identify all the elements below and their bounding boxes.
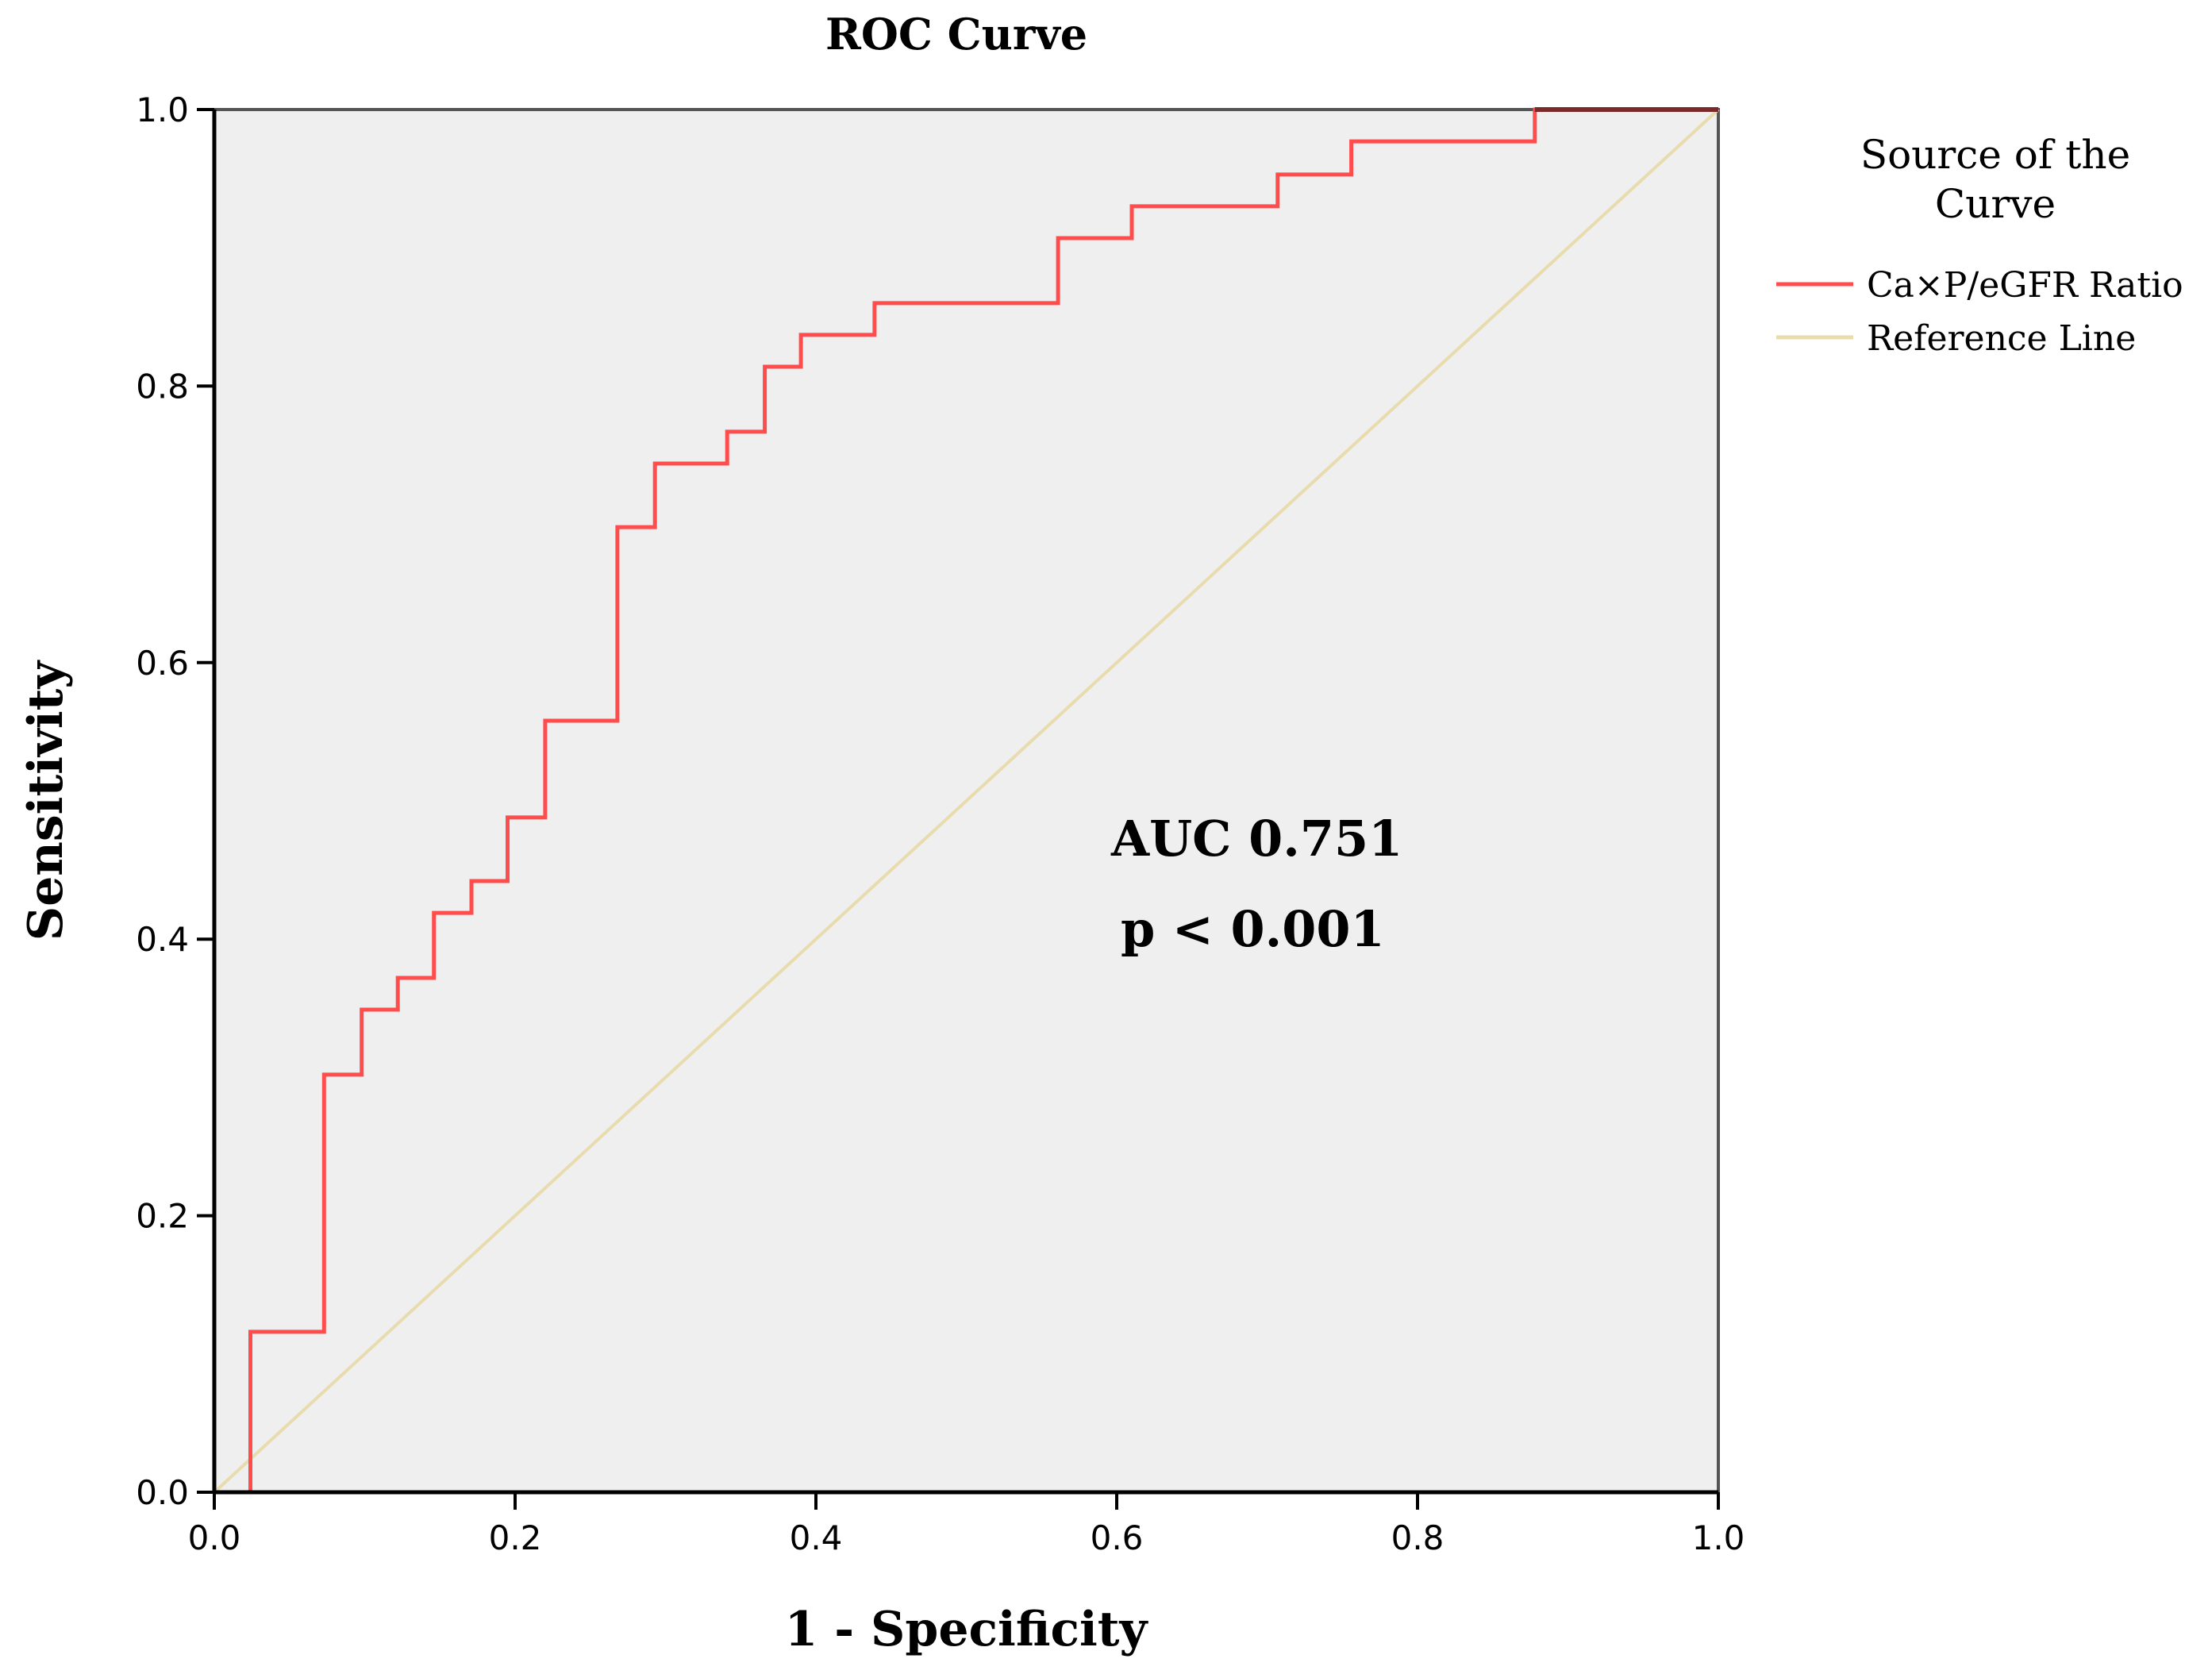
y-tick-label: 0.0 (136, 1473, 189, 1512)
y-tick-label: 0.2 (136, 1197, 189, 1236)
legend-entry-reference: Reference Line (1867, 318, 2136, 359)
x-tick-label: 0.4 (790, 1518, 843, 1557)
roc-curve-line (214, 107, 1718, 1495)
x-axis-label: 1 - Specificity (785, 1602, 1149, 1657)
legend-entry-curve: Ca×P/eGFR Ratio (1867, 265, 2183, 306)
legend: Source of the Curve Ca×P/eGFR Ratio Refe… (1776, 132, 2183, 359)
x-tick-label: 0.8 (1391, 1518, 1445, 1557)
reference-line (213, 108, 1720, 1494)
y-tick-label: 0.4 (136, 920, 189, 959)
y-tick-label: 1.0 (136, 90, 189, 129)
legend-title-line1: Source of the (1860, 132, 2130, 178)
x-tick-label: 0.6 (1091, 1518, 1144, 1557)
x-tick-label: 1.0 (1692, 1518, 1745, 1557)
p-value-annotation: p < 0.001 (1121, 900, 1385, 958)
y-tick-label: 0.6 (136, 644, 189, 683)
y-axis-label: Sensitivity (18, 660, 74, 941)
auc-annotation: AUC 0.751 (1110, 810, 1402, 868)
y-tick-label: 0.8 (136, 367, 189, 406)
x-tick-label: 0.2 (489, 1518, 542, 1557)
chart-title: ROC Curve (825, 9, 1087, 60)
x-tick-label: 0.0 (188, 1518, 241, 1557)
legend-title-line2: Curve (1935, 181, 2056, 227)
